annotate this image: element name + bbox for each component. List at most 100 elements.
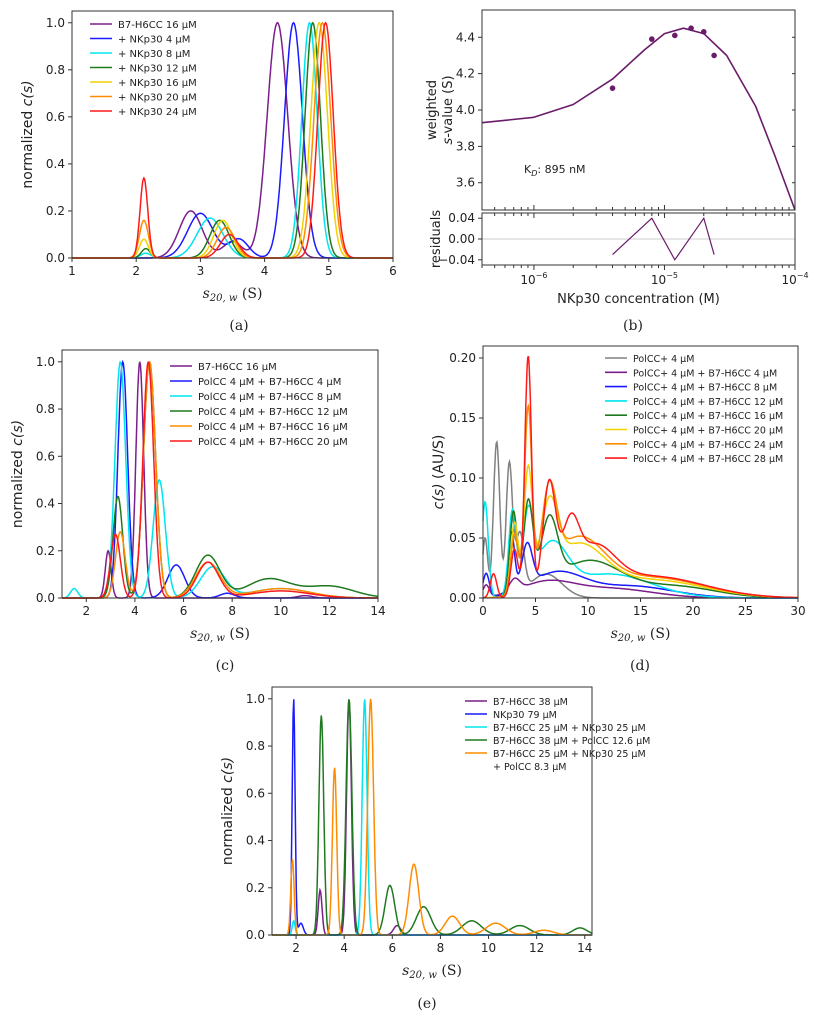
x-tick-label: 8 xyxy=(437,941,445,955)
series-line-7 xyxy=(482,355,798,599)
x-tick-label: 20 xyxy=(685,604,700,618)
y-tick-label: 0.0 xyxy=(46,251,65,265)
panel-label-c: (c) xyxy=(216,658,235,674)
plot-frame xyxy=(271,686,593,936)
x-tick-label: 6 xyxy=(389,264,397,278)
legend-label-4: B7-H6CC 25 μM + NKp30 25 μM xyxy=(493,749,646,760)
x-tick-label: 6 xyxy=(388,941,396,955)
residual-y-tick-label: −0.04 xyxy=(438,253,475,267)
legend-label-6: PolCC+ 4 μM + B7-H6CC 24 μM xyxy=(633,440,783,451)
x-tick-label: 4 xyxy=(261,264,269,278)
residual-y-tick-label: 0.04 xyxy=(448,211,475,225)
series-line-3 xyxy=(62,361,379,599)
plot-frame xyxy=(481,9,796,211)
x-tick-label: 2 xyxy=(82,604,90,618)
y-tick-label: 0.4 xyxy=(36,497,55,511)
x-tick-label: 10 xyxy=(481,941,496,955)
x-tick-label: 2 xyxy=(132,264,140,278)
y-tick-label: 0.10 xyxy=(449,471,476,485)
x-axis-label: s20, w (S) xyxy=(203,286,263,304)
legend-label-2: PolCC 4 μM + B7-H6CC 8 μM xyxy=(198,392,341,403)
legend-label-6: + NKp30 24 μM xyxy=(118,107,197,118)
legend-label-3: PolCC+ 4 μM + B7-H6CC 12 μM xyxy=(633,397,783,408)
panel-label-d: (d) xyxy=(630,658,650,674)
y-tick-label: 1.0 xyxy=(246,692,265,706)
legend-label-2: B7-H6CC 25 μM + NKp30 25 μM xyxy=(493,723,646,734)
y-axis-label: normalized c(s) xyxy=(220,757,236,865)
legend-label-4: PolCC 4 μM + B7-H6CC 16 μM xyxy=(198,422,348,433)
y-tick-label: 1.0 xyxy=(46,16,65,30)
x-tick-label: 30 xyxy=(790,604,805,618)
panel-d-chart: 0 5 10 15 20 25 30 0.00 0.05 0.10 0.15 0.20 s20, w (… xyxy=(431,345,806,644)
x-tick-label: 8 xyxy=(228,604,236,618)
x-axis-label: s20, w (S) xyxy=(190,626,250,644)
x-tick-label: 14 xyxy=(370,604,385,618)
panel-label-e: (e) xyxy=(417,996,436,1012)
x-axis-label: s20, w (S) xyxy=(611,626,671,644)
y-tick-label: 0.20 xyxy=(449,351,476,365)
y-tick-label: 0.8 xyxy=(246,739,265,753)
y-tick-label: 4.4 xyxy=(456,30,475,44)
legend-label-4: PolCC+ 4 μM + B7-H6CC 16 μM xyxy=(633,411,783,422)
legend-label-5: PolCC 4 μM + B7-H6CC 20 μM xyxy=(198,437,348,448)
panel-e-chart: 2 4 6 8 10 12 14 0.0 0.2 0.4 0.6 0.8 1.0 s20, w (S) no… xyxy=(220,686,650,981)
x-tick-label: 25 xyxy=(738,604,753,618)
legend-label-3: + NKp30 12 μM xyxy=(118,64,197,75)
y-tick-label: 0.6 xyxy=(246,786,265,800)
x-tick-label: 3 xyxy=(197,264,205,278)
panel-label-a: (a) xyxy=(229,318,248,334)
panel-label-b: (b) xyxy=(623,318,643,334)
data-point-5 xyxy=(711,52,717,59)
legend-label-0: B7-H6CC 16 μM xyxy=(198,362,277,373)
series-line-5 xyxy=(62,361,378,599)
x-tick-label: 2 xyxy=(292,941,300,955)
series-line-2 xyxy=(482,530,798,599)
y-tick-label: 4.2 xyxy=(456,67,475,81)
plot-frame xyxy=(71,10,394,259)
series-line-3 xyxy=(272,699,593,936)
y-axis-label: normalized c(s) xyxy=(20,80,36,188)
y-axis-label-line1: weighted xyxy=(425,80,440,140)
legend-label-0: B7-H6CC 16 μM xyxy=(118,20,197,31)
legend-label-1: PolCC 4 μM + B7-H6CC 4 μM xyxy=(198,377,341,388)
series-line-5 xyxy=(483,463,798,599)
x-tick-label: 10 xyxy=(273,604,288,618)
legend-label-1: PolCC+ 4 μM + B7-H6CC 4 μM xyxy=(633,368,777,379)
legend-label-0: PolCC+ 4 μM xyxy=(633,354,694,365)
x-tick-label: 1 xyxy=(68,264,76,278)
legend-label-3: B7-H6CC 38 μM + PolCC 12.6 μM xyxy=(493,736,650,747)
residual-y-tick-label: 0.00 xyxy=(448,232,475,246)
x-tick-label: 5 xyxy=(325,264,333,278)
x-tick-label: 10 xyxy=(580,604,595,618)
x-tick-label: 10−5 xyxy=(651,271,678,287)
residuals-axis-label: residuals xyxy=(429,210,444,269)
y-tick-label: 4.0 xyxy=(456,103,475,117)
x-tick-label: 6 xyxy=(180,604,188,618)
legend-label-2: + NKp30 8 μM xyxy=(118,49,190,60)
y-tick-label: 0.0 xyxy=(36,591,55,605)
x-tick-label: 12 xyxy=(322,604,337,618)
x-tick-label: 10−4 xyxy=(781,271,808,287)
legend-label-2: PolCC+ 4 μM + B7-H6CC 8 μM xyxy=(633,383,777,394)
y-tick-label: 0.4 xyxy=(246,834,265,848)
y-tick-label: 0.6 xyxy=(36,449,55,463)
plot-frame xyxy=(61,349,379,599)
y-tick-label: 3.6 xyxy=(456,176,475,190)
x-tick-label: 12 xyxy=(529,941,544,955)
y-tick-label: 0.0 xyxy=(246,928,265,942)
residual-line xyxy=(612,216,715,261)
x-tick-label: 4 xyxy=(131,604,139,618)
kd-annotation: KD: 895 nM xyxy=(524,163,586,178)
y-tick-label: 0.8 xyxy=(46,63,65,77)
fit-curve xyxy=(481,27,796,211)
legend-label-1: + NKp30 4 μM xyxy=(118,35,190,46)
y-tick-label: 0.8 xyxy=(36,402,55,416)
y-tick-label: 0.05 xyxy=(449,531,476,545)
data-point-3 xyxy=(688,25,694,31)
legend-label-4: + NKp30 16 μM xyxy=(118,78,197,89)
panel-c-chart: 2 4 6 8 10 12 14 0.0 0.2 0.4 0.6 0.8 1.0 s20, w (S) no… xyxy=(10,349,386,644)
legend-label-line2-4: + PolCC 8.3 μM xyxy=(493,762,566,773)
panel-b-chart: 3.6 3.8 4.0 4.2 4.4 KD: 895 nM weighteds-value… xyxy=(425,9,809,307)
legend-label-0: B7-H6CC 38 μM xyxy=(493,697,568,708)
